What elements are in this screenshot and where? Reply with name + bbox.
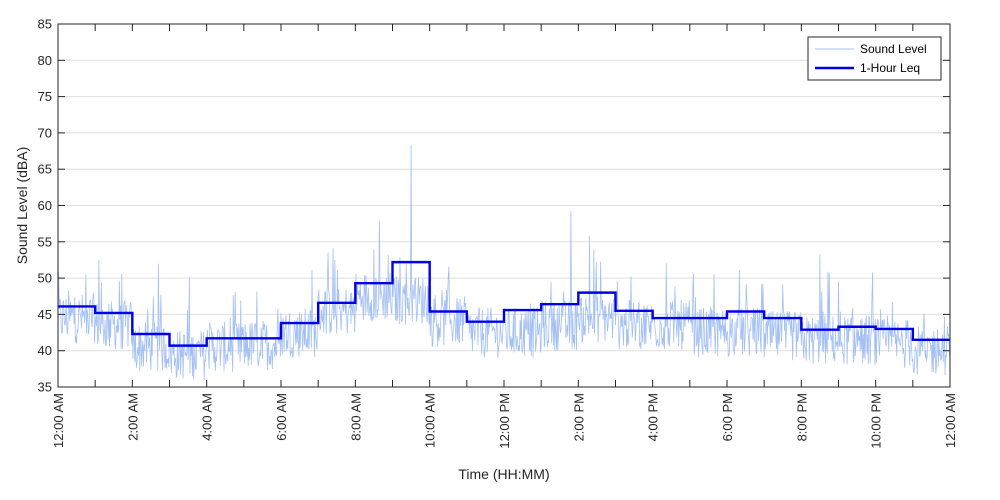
sound-level-line bbox=[57, 145, 951, 380]
axes: 35 40 45 50 55 60 65 70 75 80 85 12:00 AM 2:00 AM 4:0… bbox=[14, 17, 958, 483]
x-tick-label: 12:00 PM bbox=[497, 393, 512, 449]
y-tick-label: 45 bbox=[38, 307, 52, 322]
legend: Sound Level 1-Hour Leq bbox=[807, 36, 942, 81]
legend-box bbox=[807, 36, 942, 81]
y-tick-label: 65 bbox=[38, 162, 52, 177]
x-tick-label: 8:00 AM bbox=[348, 393, 363, 441]
y-tick-label: 35 bbox=[38, 380, 52, 395]
x-tick-label: 4:00 PM bbox=[646, 393, 661, 441]
leq-step-line bbox=[58, 260, 950, 347]
x-tick-label: 2:00 PM bbox=[571, 393, 586, 441]
leq-series bbox=[58, 260, 950, 347]
x-tick-label: 8:00 PM bbox=[794, 393, 809, 441]
x-tick-label: 4:00 AM bbox=[200, 393, 215, 441]
x-axis-title: Time (HH:MM) bbox=[458, 466, 549, 482]
x-tick-label: 12:00 AM bbox=[51, 393, 66, 448]
x-tick-label: 12:00 AM bbox=[943, 393, 958, 448]
legend-label-leq: 1-Hour Leq bbox=[860, 61, 920, 75]
x-tick-label: 6:00 AM bbox=[274, 393, 289, 441]
y-tick-label: 40 bbox=[38, 343, 52, 358]
y-tick-label: 55 bbox=[38, 234, 52, 249]
legend-label-sound-level: Sound Level bbox=[860, 42, 927, 56]
y-tick-label: 60 bbox=[38, 198, 52, 213]
y-tick-label: 70 bbox=[38, 125, 52, 140]
y-tick-label: 80 bbox=[38, 53, 52, 68]
x-tick-label: 10:00 AM bbox=[423, 393, 438, 448]
y-axis-title: Sound Level (dBA) bbox=[14, 147, 30, 265]
y-tick-label: 85 bbox=[38, 17, 52, 32]
x-tick-label: 6:00 PM bbox=[720, 393, 735, 441]
y-tick-label: 50 bbox=[38, 271, 52, 286]
x-tick-label: 2:00 AM bbox=[125, 393, 140, 441]
y-tick-label: 75 bbox=[38, 89, 52, 104]
sound-level-series bbox=[57, 145, 951, 380]
x-tick-label: 10:00 PM bbox=[869, 393, 884, 449]
